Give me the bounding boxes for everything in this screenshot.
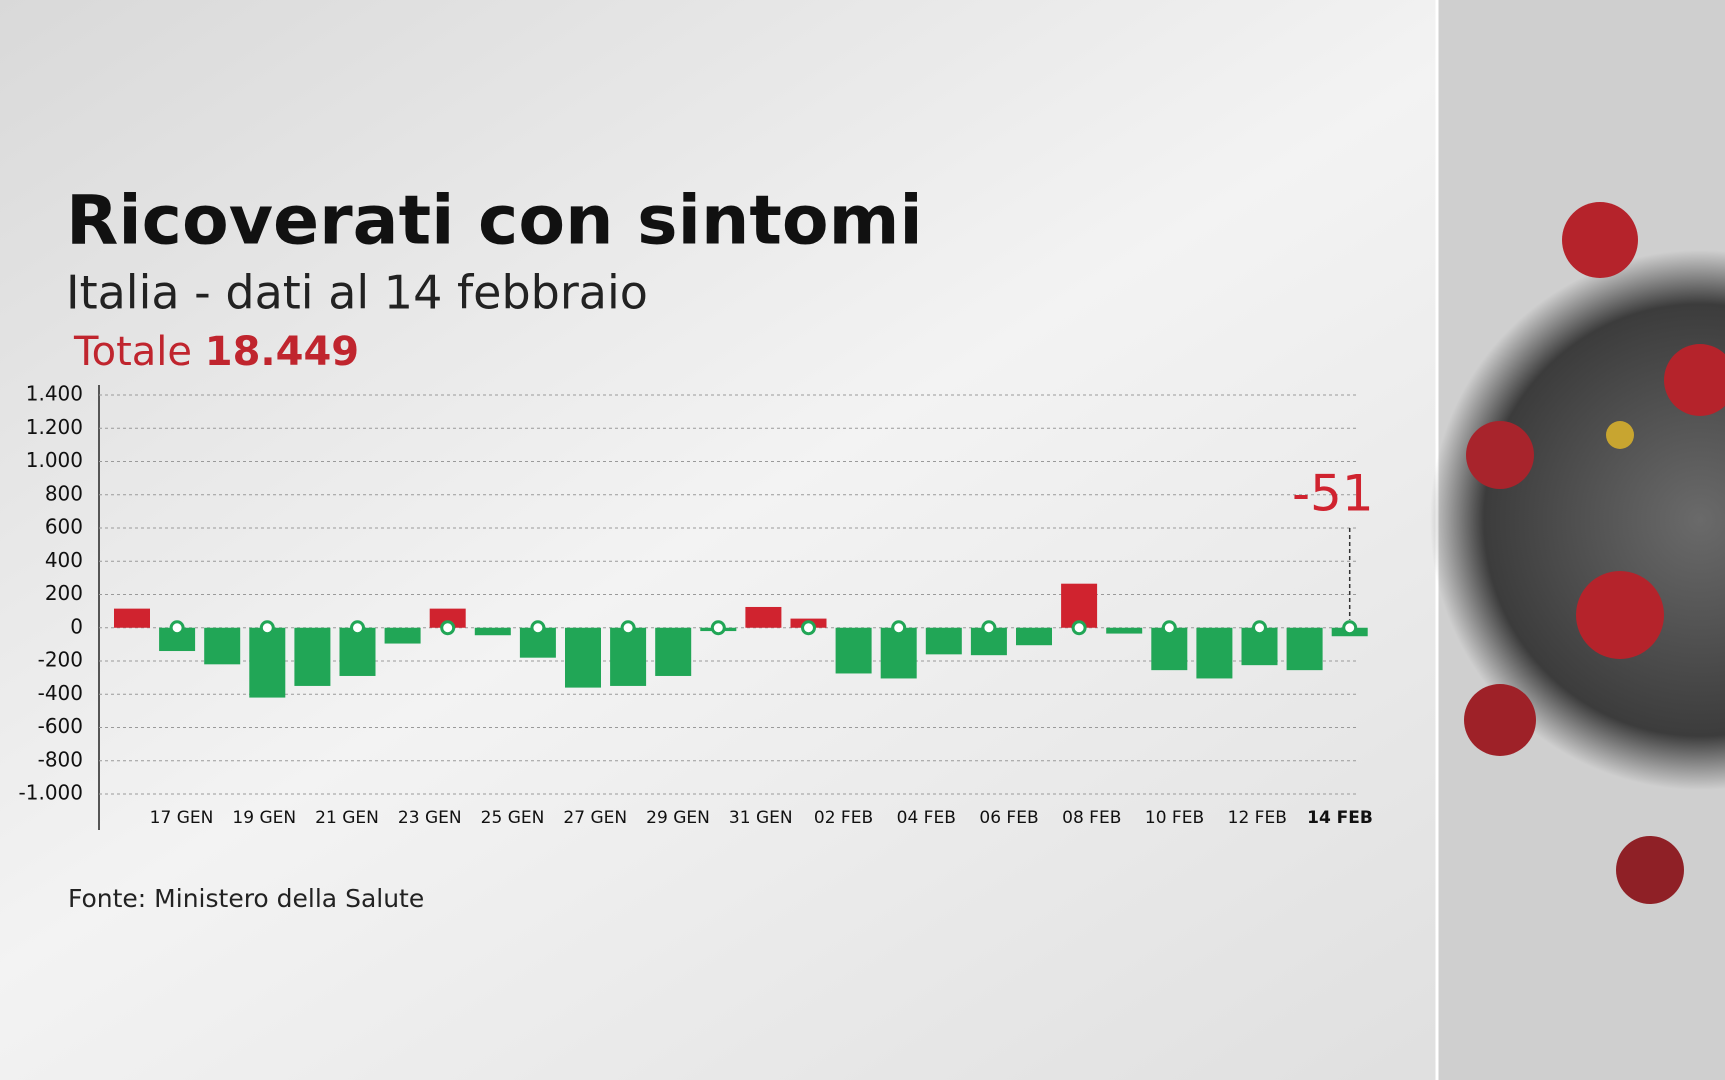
zero-marker — [350, 620, 365, 636]
bar — [1106, 627, 1143, 634]
zero-marker — [1342, 620, 1358, 636]
bar — [655, 627, 692, 676]
x-tick-label: 02 FEB — [814, 808, 873, 828]
zero-marker — [440, 620, 456, 636]
bar — [114, 608, 150, 628]
x-tick-label: 06 FEB — [979, 808, 1038, 828]
y-tick-label: 600 — [45, 515, 83, 539]
y-tick-label: 1.400 — [26, 382, 83, 406]
y-tick-label: -600 — [38, 714, 83, 738]
bar — [880, 627, 917, 679]
y-tick-label: -1.000 — [19, 781, 83, 805]
y-tick-label: 1.200 — [26, 415, 83, 439]
x-tick-label: 10 FEB — [1145, 808, 1204, 828]
x-tick-label: 23 GEN — [398, 808, 462, 828]
chart-subtitle: Italia - dati al 14 febbraio — [66, 266, 648, 320]
x-tick-label: 08 FEB — [1062, 808, 1121, 828]
bar — [474, 627, 511, 636]
bar — [204, 627, 241, 665]
bar — [1016, 627, 1052, 646]
x-tick-label: 21 GEN — [315, 808, 379, 828]
y-tick-label: -200 — [38, 648, 83, 672]
x-tick-label: 04 FEB — [897, 808, 956, 828]
x-tick-label: 12 FEB — [1228, 808, 1287, 828]
y-tick-label: -800 — [38, 747, 83, 771]
zero-marker — [891, 620, 907, 636]
x-tick-label: 31 GEN — [729, 808, 793, 828]
zero-marker — [1161, 620, 1177, 636]
zero-marker — [1252, 620, 1267, 636]
total-value: 18.449 — [205, 329, 359, 375]
bar — [610, 627, 647, 686]
zero-marker — [801, 620, 816, 636]
y-tick-label: 400 — [45, 548, 83, 572]
y-tick-label: -400 — [38, 681, 83, 705]
x-tick-label: 25 GEN — [481, 808, 545, 828]
bar — [925, 627, 962, 655]
zero-marker — [530, 620, 546, 636]
bar — [429, 608, 466, 628]
bar — [745, 606, 782, 628]
bar — [565, 627, 601, 688]
bar — [339, 627, 376, 676]
zero-marker — [1071, 620, 1087, 636]
bar — [835, 627, 872, 674]
chart-title: Ricoverati con sintomi — [66, 182, 923, 261]
source: Fonte: Ministero della Salute — [68, 884, 424, 913]
y-tick-label: 200 — [45, 581, 83, 605]
bar — [249, 627, 286, 698]
annotation: -51 — [1292, 465, 1374, 523]
x-tick-label: 29 GEN — [646, 808, 710, 828]
bar — [1196, 627, 1233, 679]
bar — [1286, 627, 1323, 671]
zero-marker — [259, 620, 275, 636]
total-label: Totale — [73, 329, 192, 375]
x-tick-label: 27 GEN — [563, 808, 627, 828]
zero-marker — [710, 620, 726, 636]
x-tick-label: 19 GEN — [232, 808, 296, 828]
bar — [384, 627, 421, 644]
total: Totale 18.449 — [73, 329, 359, 375]
y-tick-label: 1.000 — [26, 448, 83, 472]
y-tick-label: 0 — [70, 614, 83, 638]
bar — [294, 627, 331, 686]
zero-marker — [620, 620, 636, 636]
x-tick-label: 17 GEN — [150, 808, 214, 828]
bar — [159, 627, 196, 652]
zero-marker — [981, 620, 997, 636]
y-tick-label: 800 — [45, 481, 83, 505]
virus-illustration — [1430, 202, 1725, 904]
x-tick-label: 14 FEB — [1307, 808, 1373, 828]
zero-marker — [169, 620, 185, 636]
